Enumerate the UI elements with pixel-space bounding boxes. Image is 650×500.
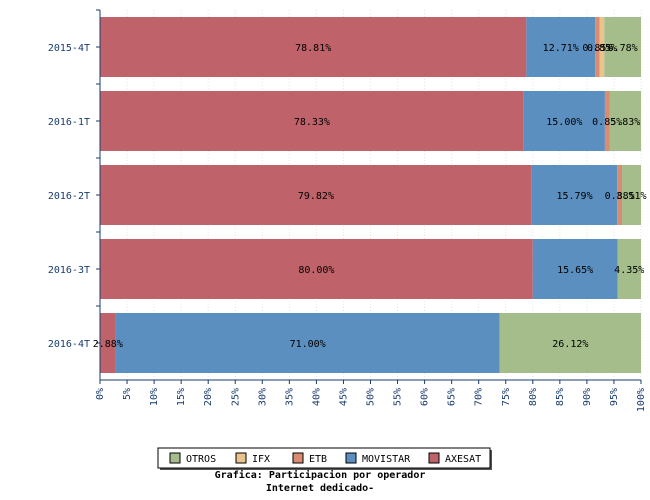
x-tick-label: 50% — [366, 388, 377, 406]
x-tick-label: 55% — [393, 388, 404, 406]
axes-layer: 2015-4T 2016-1T 2016-2T 2016-3T 2016-4T 0% 5% 1… — [48, 9, 647, 412]
bar-segment-axesat — [100, 165, 532, 225]
bar-segment-axesat — [100, 17, 527, 77]
data-label: 79.82% — [298, 191, 334, 202]
bar-segment-movistar — [523, 91, 605, 151]
legend-label-etb: ETB — [309, 454, 327, 465]
bars-layer — [100, 17, 642, 373]
x-tick-label: 10% — [149, 388, 160, 406]
data-label: 3.51% — [616, 191, 646, 202]
x-tick-label: 45% — [338, 388, 349, 406]
bar-segment-movistar — [532, 239, 618, 299]
data-label: 0.88% — [605, 191, 635, 202]
legend-swatch-movistar — [345, 452, 357, 464]
labels-layer: 78.81% 12.71% 0.85%0.85%6.78%78.33% 15.00% 0… — [93, 43, 647, 350]
data-label: 2.88% — [93, 339, 123, 350]
x-tick-label: 80% — [528, 388, 539, 406]
bar-segment-etb — [595, 17, 600, 77]
legend-swatch-etb — [292, 452, 304, 464]
data-label: 80.00% — [298, 265, 334, 276]
legend-label-movistar: MOVISTAR — [362, 454, 411, 465]
x-tick-label: 40% — [311, 388, 322, 406]
bar-segment-movistar — [526, 17, 596, 77]
legend-swatch-otros — [169, 452, 181, 464]
bar-segment-axesat — [100, 239, 533, 299]
bar-segment-movistar — [115, 313, 500, 373]
bar-segment-otros — [499, 313, 641, 373]
category-label: 2016-3T — [48, 265, 90, 276]
x-tick-label: 85% — [555, 388, 566, 406]
data-label: 4.35% — [614, 265, 644, 276]
bar-segment-axesat — [100, 313, 116, 373]
bar-segment-etb — [617, 165, 623, 225]
category-label: 2016-1T — [48, 117, 90, 128]
x-tick-label: 5% — [122, 388, 133, 400]
data-label: 71.00% — [290, 339, 326, 350]
data-label: 15.79% — [556, 191, 592, 202]
data-label: 15.65% — [557, 265, 593, 276]
x-tick-label: 15% — [176, 388, 187, 406]
chart-subtitle: Internet dedicado- — [266, 482, 374, 494]
x-tick-label: 100% — [636, 388, 647, 412]
legend-label-ifx: IFX — [252, 454, 270, 465]
bar-segment-etb — [604, 91, 610, 151]
x-tick-label: 95% — [609, 388, 620, 406]
bar-segment-ifx — [599, 17, 605, 77]
x-tick-label: 90% — [582, 388, 593, 406]
data-label: 0.85% — [582, 43, 612, 54]
x-tick-label: 75% — [501, 388, 512, 406]
data-label: 0.85% — [587, 43, 617, 54]
bar-segment-otros — [604, 17, 641, 77]
data-label: 6.78% — [608, 43, 638, 54]
legend-swatch-ifx — [235, 452, 247, 464]
bar-segment-otros — [609, 91, 642, 151]
x-tick-label: 20% — [203, 388, 214, 406]
data-label: 5.83% — [610, 117, 640, 128]
category-label: 2016-2T — [48, 191, 90, 202]
x-tick-label: 30% — [257, 388, 268, 406]
data-label: 0.85% — [592, 117, 622, 128]
bar-segment-otros — [617, 239, 641, 299]
data-label: 78.81% — [295, 43, 331, 54]
x-tick-label: 65% — [447, 388, 458, 406]
data-label: 78.33% — [294, 117, 330, 128]
legend-swatch-axesat — [428, 452, 440, 464]
category-label: 2016-4T — [48, 339, 90, 350]
data-label: 15.00% — [546, 117, 582, 128]
legend-label-axesat: AXESAT — [445, 454, 481, 465]
x-tick-label: 60% — [420, 388, 431, 406]
category-label: 2015-4T — [48, 43, 90, 54]
x-tick-label: 25% — [230, 388, 241, 406]
x-tick-label: 0% — [95, 388, 106, 400]
data-label: 26.12% — [552, 339, 588, 350]
bar-segment-otros — [622, 165, 641, 225]
bar-segment-axesat — [100, 91, 524, 151]
chart-title: Grafica: Participacion por operador — [215, 469, 426, 481]
bar-segment-movistar — [531, 165, 618, 225]
x-tick-label: 35% — [284, 388, 295, 406]
legend-label-otros: OTROS — [186, 454, 216, 465]
data-label: 12.71% — [543, 43, 579, 54]
x-tick-label: 70% — [474, 388, 485, 406]
legend: OTROS IFX ETB MOVISTAR AXESAT — [157, 447, 492, 470]
